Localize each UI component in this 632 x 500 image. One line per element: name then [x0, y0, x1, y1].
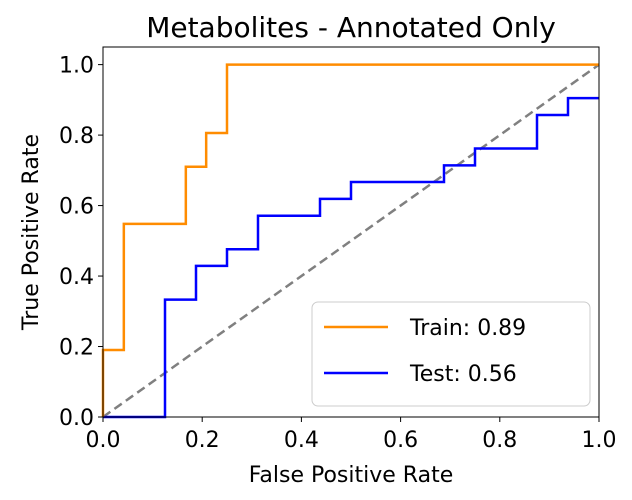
series-test-line — [103, 96, 599, 419]
plot-frame — [102, 46, 600, 418]
legend-label-train: Train: 0.89 — [409, 316, 526, 341]
x-tick-label: 1.0 — [582, 428, 617, 453]
x-tick-label: 0.2 — [185, 428, 220, 453]
x-tick-label: 0.6 — [383, 428, 418, 453]
y-tick-label: 0.2 — [59, 336, 94, 361]
series-train-line — [101, 63, 599, 417]
chance-diagonal-line — [102, 63, 600, 419]
legend: Train: 0.89 Test: 0.56 — [311, 301, 591, 407]
x-axis-label: False Positive Rate — [249, 463, 453, 488]
x-tick-label: 0.0 — [86, 428, 121, 453]
legend-label-test: Test: 0.56 — [409, 362, 517, 387]
y-tick-label: 0.6 — [59, 195, 94, 220]
y-tick-label: 1.0 — [59, 54, 94, 79]
plot-area — [101, 63, 600, 419]
y-tick-label: 0.0 — [59, 406, 94, 431]
x-axis: 0.0 0.2 0.4 0.6 0.8 1.0 — [86, 417, 617, 453]
chart-title: Metabolites - Annotated Only — [146, 11, 556, 44]
y-axis: 0.0 0.2 0.4 0.6 0.8 1.0 — [59, 54, 103, 431]
y-tick-label: 0.4 — [59, 265, 94, 290]
y-tick-label: 0.8 — [59, 124, 94, 149]
x-tick-label: 0.4 — [284, 428, 319, 453]
x-tick-label: 0.8 — [482, 428, 517, 453]
y-axis-label: True Positive Rate — [19, 134, 44, 331]
